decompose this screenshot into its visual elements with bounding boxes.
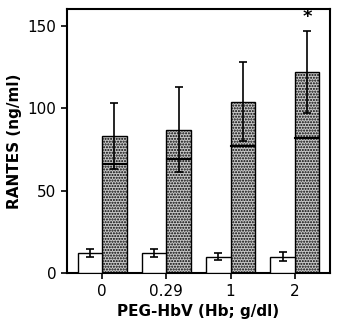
Bar xyxy=(142,253,166,273)
Text: *: * xyxy=(302,8,312,26)
Bar xyxy=(295,72,319,273)
Bar xyxy=(231,102,255,273)
X-axis label: PEG-HbV (Hb; g/dl): PEG-HbV (Hb; g/dl) xyxy=(117,304,279,319)
Bar xyxy=(270,257,295,273)
Bar xyxy=(166,130,191,273)
Bar xyxy=(102,136,126,273)
Bar xyxy=(78,253,102,273)
Bar xyxy=(206,257,231,273)
Y-axis label: RANTES (ng/ml): RANTES (ng/ml) xyxy=(7,73,22,209)
